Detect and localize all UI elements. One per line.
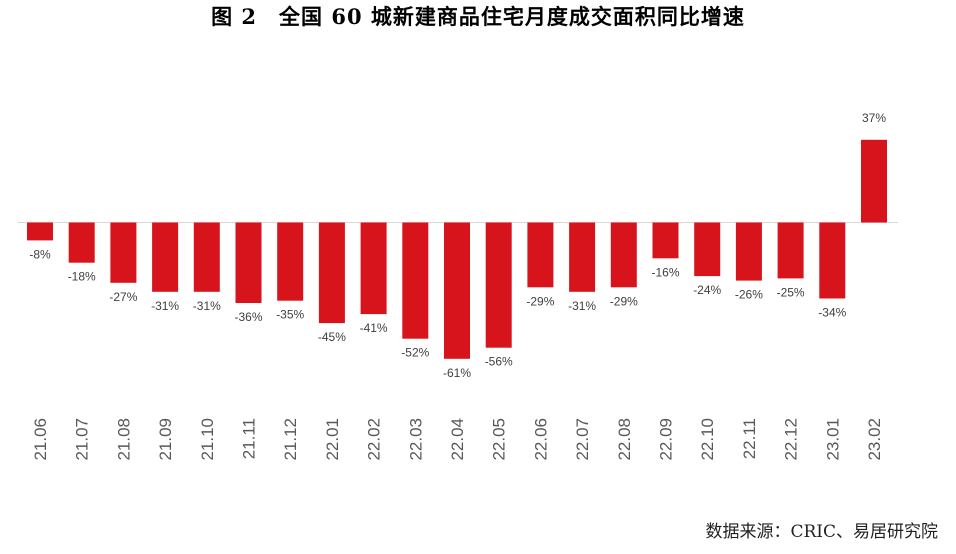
bar	[694, 222, 721, 277]
data-label: -29%	[526, 294, 554, 308]
data-label: -25%	[777, 285, 805, 299]
x-tick-label: 21.08	[114, 418, 133, 461]
x-tick-label: 22.01	[323, 418, 342, 461]
data-label: -61%	[443, 366, 471, 380]
bar	[235, 222, 262, 303]
x-tick-label: 22.06	[531, 418, 550, 461]
data-label: -31%	[193, 299, 221, 313]
bar	[360, 222, 387, 315]
bar	[819, 222, 846, 299]
chart-title: 图 2 全国 60 城新建商品住宅月度成交面积同比增速	[211, 4, 745, 29]
data-label: -52%	[401, 346, 429, 360]
data-label: -36%	[234, 310, 262, 324]
x-tick-label: 22.04	[448, 418, 467, 461]
bar	[527, 222, 554, 288]
x-tick-label: 21.09	[156, 418, 175, 461]
x-tick-label: 22.10	[698, 418, 717, 461]
x-tick-label: 21.07	[73, 418, 92, 461]
bar	[152, 222, 179, 292]
bar	[861, 139, 887, 223]
x-tick-label: 21.06	[31, 418, 50, 461]
data-label: -41%	[360, 321, 388, 335]
x-tick-label: 22.09	[657, 418, 676, 461]
x-tick-labels-group: 21.06 21.07 21.08 21.09 21.10 21.11 21.12 22.01…	[31, 418, 884, 461]
x-tick-label: 22.05	[490, 418, 509, 461]
bar	[610, 222, 637, 288]
bar	[27, 222, 53, 241]
data-label: -16%	[651, 265, 679, 279]
data-label: -35%	[276, 308, 304, 322]
data-label: -26%	[735, 288, 763, 302]
bar	[735, 222, 762, 281]
bar	[777, 222, 804, 279]
x-tick-label: 21.11	[240, 418, 259, 459]
data-label: -8%	[29, 247, 51, 261]
data-label: -29%	[610, 294, 638, 308]
x-tick-label: 22.08	[615, 418, 634, 461]
data-label: -18%	[68, 270, 96, 284]
bar	[318, 222, 345, 324]
x-tick-label: 22.12	[782, 418, 801, 461]
bar	[277, 222, 304, 301]
x-tick-label: 23.02	[865, 418, 884, 461]
x-tick-label: 23.01	[823, 418, 842, 461]
data-label: -56%	[485, 355, 513, 369]
data-label: -31%	[151, 299, 179, 313]
data-labels-group: -8%-18%-27%-31% -31%-36% -35%-45%-41%-52%-…	[29, 111, 886, 380]
x-tick-label: 21.10	[198, 418, 217, 461]
bar	[444, 222, 470, 359]
source-note: 数据来源：CRIC、易居研究院	[705, 522, 938, 542]
x-tick-label: 22.07	[573, 418, 592, 461]
bar	[68, 222, 95, 263]
bar	[652, 222, 679, 259]
bar	[402, 222, 429, 339]
data-label: 37%	[862, 111, 886, 125]
x-tick-label: 22.03	[406, 418, 425, 461]
bar	[110, 222, 137, 283]
x-tick-label: 22.11	[740, 418, 759, 459]
bars-group	[27, 139, 887, 359]
bar	[485, 222, 512, 348]
data-label: -31%	[568, 299, 596, 313]
data-label: -34%	[818, 306, 846, 320]
bar	[569, 222, 596, 292]
data-label: -45%	[318, 330, 346, 344]
data-label: -27%	[109, 290, 137, 304]
data-label: -24%	[693, 283, 721, 297]
x-tick-label: 22.02	[365, 418, 384, 461]
x-tick-label: 21.12	[281, 418, 300, 461]
bar	[193, 222, 220, 292]
